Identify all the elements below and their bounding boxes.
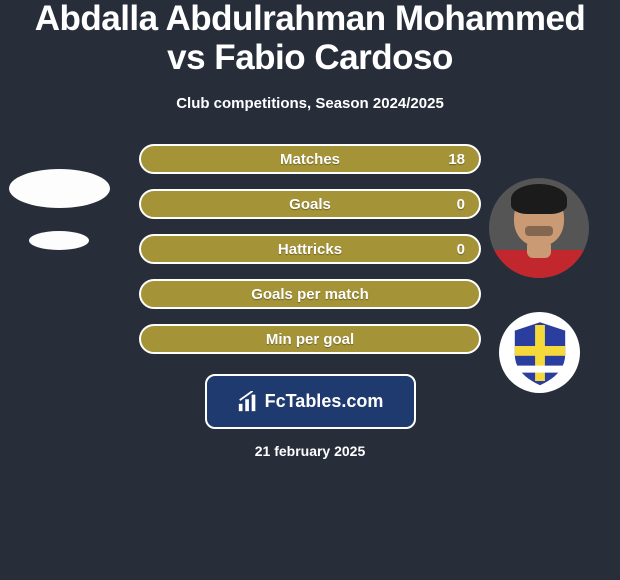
club-logo: [499, 312, 580, 393]
player1-avatar-placeholder-small: [29, 231, 89, 250]
stat-bar-min-per-goal: Min per goal: [139, 324, 481, 354]
comparison-subtitle: Club competitions, Season 2024/2025: [0, 95, 620, 112]
fctables-logo-text: FcTables.com: [265, 391, 384, 412]
bar-chart-icon: [237, 391, 259, 413]
stat-value-right: 0: [457, 241, 465, 258]
player2-avatar: [489, 178, 589, 278]
stat-label: Hattricks: [278, 241, 342, 258]
fctables-logo[interactable]: FcTables.com: [205, 374, 416, 429]
stat-label: Goals per match: [251, 286, 369, 303]
stat-bar-goals: Goals 0: [139, 189, 481, 219]
stat-bar-matches: Matches 18: [139, 144, 481, 174]
club-shield-icon: [505, 318, 575, 388]
comparison-title: Abdalla Abdulrahman Mohammed vs Fabio Ca…: [0, 0, 620, 77]
comparison-date: 21 february 2025: [0, 443, 620, 459]
stat-label: Matches: [280, 151, 340, 168]
stat-label: Min per goal: [266, 331, 354, 348]
stat-value-right: 0: [457, 196, 465, 213]
stat-bar-goals-per-match: Goals per match: [139, 279, 481, 309]
stat-value-right: 18: [448, 151, 465, 168]
stat-bar-hattricks: Hattricks 0: [139, 234, 481, 264]
stat-label: Goals: [289, 196, 331, 213]
player1-avatar-placeholder: [9, 169, 110, 208]
